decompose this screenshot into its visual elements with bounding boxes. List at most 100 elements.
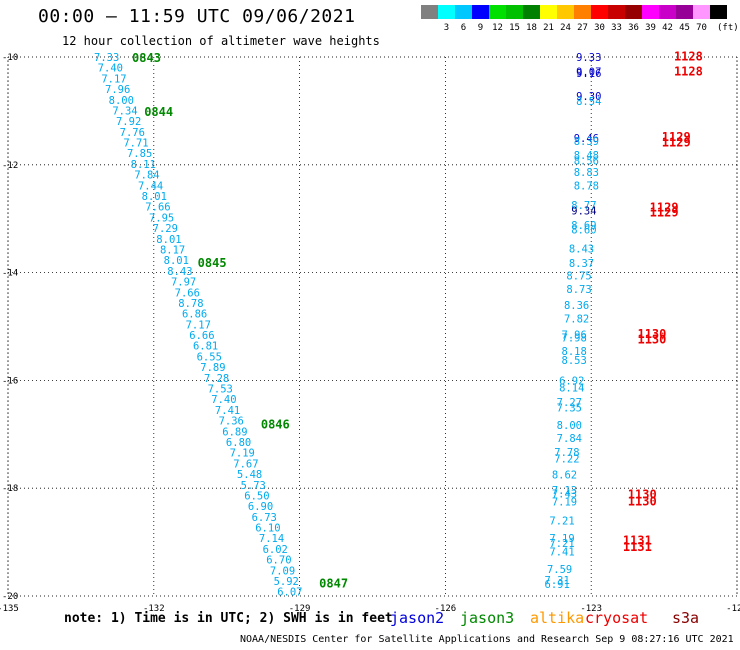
time-label: 1129: [650, 200, 679, 214]
wave-height-point: 6.86: [182, 309, 207, 321]
scale-swatch: [438, 5, 455, 19]
wave-height-point: 8.01: [164, 255, 189, 267]
scale-tick-label: 70: [696, 23, 707, 33]
wave-height-point: 8.78: [178, 298, 203, 310]
wave-height-point: 7.96: [105, 84, 130, 96]
wave-height-point: 7.27: [557, 397, 582, 409]
time-label: 0847: [319, 577, 348, 591]
x-tick-label: -126: [435, 604, 457, 614]
wave-height-point: 7.84: [134, 170, 159, 182]
wave-height-point: 5.48: [237, 469, 262, 481]
scale-swatch: [591, 5, 608, 19]
wave-height-point: 6.70: [266, 555, 291, 567]
y-tick-label: -14: [2, 269, 18, 279]
wave-height-point: 8.11: [131, 159, 156, 171]
footnote: note: 1) Time is in UTC; 2) SWH is in fe…: [64, 611, 393, 626]
wave-height-point: 8.43: [167, 266, 192, 278]
scale-tick-label: 18: [526, 23, 537, 33]
wave-height-point: 7.97: [171, 277, 196, 289]
wave-height-point: 8.01: [142, 191, 167, 203]
scale-swatch: [421, 5, 438, 19]
wave-height-point: 7.59: [547, 564, 572, 576]
time-label: 1130: [637, 327, 666, 341]
wave-height-point: 8.56: [574, 155, 599, 167]
wave-height-point: 7.19: [552, 497, 577, 509]
wave-height-point: 7.82: [564, 313, 589, 325]
wave-height-point: 8.48: [574, 150, 599, 162]
time-label: 0846: [261, 418, 290, 432]
scale-tick-label: 24: [560, 23, 571, 33]
wave-height-point: 7.40: [211, 394, 236, 406]
wave-height-point: 8.37: [569, 258, 594, 270]
time-label: 1129: [650, 206, 679, 220]
scale-swatch: [608, 5, 625, 19]
x-tick-label: -132: [143, 604, 165, 614]
scale-tick-label: 27: [577, 23, 588, 33]
wave-height-point: 7.89: [200, 362, 225, 374]
wave-height-point: 7.13: [552, 485, 577, 497]
wave-height-point: 7.43: [552, 489, 577, 501]
time-label: 1131: [623, 540, 652, 554]
scale-tick-label: 33: [611, 23, 622, 33]
wave-height-point: 8.77: [571, 200, 596, 212]
wave-height-point: 9.07: [576, 67, 601, 79]
scale-tick-label: 39: [645, 23, 656, 33]
scale-tick-label: 21: [543, 23, 554, 33]
scale-tick-label: 42: [662, 23, 673, 33]
time-label: 1129: [662, 136, 691, 150]
satellite-legend-cryosat: cryosat: [585, 609, 649, 627]
scale-swatch: [710, 5, 727, 19]
wave-height-point: 8.73: [566, 284, 591, 296]
wave-height-point: 6.90: [248, 501, 273, 513]
wave-height-point: 7.41: [215, 405, 240, 417]
wave-height-point: 7.21: [549, 538, 574, 550]
wave-height-point: 8.60: [571, 224, 596, 236]
time-label: 1129: [662, 130, 691, 144]
x-tick-label: -123: [580, 604, 602, 614]
scale-swatch: [557, 5, 574, 19]
wave-height-point: 8.43: [569, 243, 594, 255]
x-tick-label: -129: [289, 604, 311, 614]
wave-height-point: 6.73: [252, 512, 277, 524]
wave-height-point: 8.14: [559, 382, 584, 394]
wave-height-point: 5.73: [241, 480, 266, 492]
time-label: 1128: [674, 64, 703, 78]
wave-height-point: 6.50: [244, 490, 269, 502]
wave-height-point: 8.83: [574, 167, 599, 179]
wave-height-point: 6.89: [222, 426, 247, 438]
wave-height-point: 7.09: [270, 565, 295, 577]
scale-unit-label: (ft): [717, 23, 739, 33]
time-label: 1131: [623, 533, 652, 547]
wave-height-point: 7.66: [145, 202, 170, 214]
scale-tick-label: 9: [477, 23, 484, 33]
scale-swatch: [693, 5, 710, 19]
satellite-legend-altika: altika: [530, 609, 585, 627]
y-tick-label: -10: [2, 53, 18, 63]
wave-height-point: 7.95: [149, 212, 174, 224]
wave-height-point: 6.80: [226, 437, 251, 449]
wave-height-point: 6.02: [263, 544, 288, 556]
wave-height-point: 7.66: [175, 287, 200, 299]
scale-swatch: [625, 5, 642, 19]
time-label: 1130: [637, 332, 666, 346]
time-label: 1128: [674, 49, 703, 63]
scale-tick-label: 30: [594, 23, 605, 33]
wave-height-point: 7.98: [562, 332, 587, 344]
wave-height-point: 6.55: [197, 351, 222, 363]
wave-height-point: 8.75: [566, 270, 591, 282]
wave-height-point: 8.39: [574, 136, 599, 148]
chart-subtitle: 12 hour collection of altimeter wave hei…: [62, 34, 380, 48]
wave-height-point: 7.96: [562, 330, 587, 342]
x-tick-label: -135: [0, 604, 19, 614]
wave-height-point: 7.40: [98, 63, 123, 75]
wave-height-point: 7.34: [112, 105, 137, 117]
wave-height-point: 8.00: [109, 95, 134, 107]
scale-swatch: [642, 5, 659, 19]
satellite-legend-jason3: jason3: [460, 609, 515, 627]
wave-height-point: 6.07: [277, 587, 302, 599]
scale-swatch: [472, 5, 489, 19]
time-label: 0844: [144, 105, 173, 119]
y-tick-label: -16: [2, 376, 18, 386]
scale-swatch: [523, 5, 540, 19]
